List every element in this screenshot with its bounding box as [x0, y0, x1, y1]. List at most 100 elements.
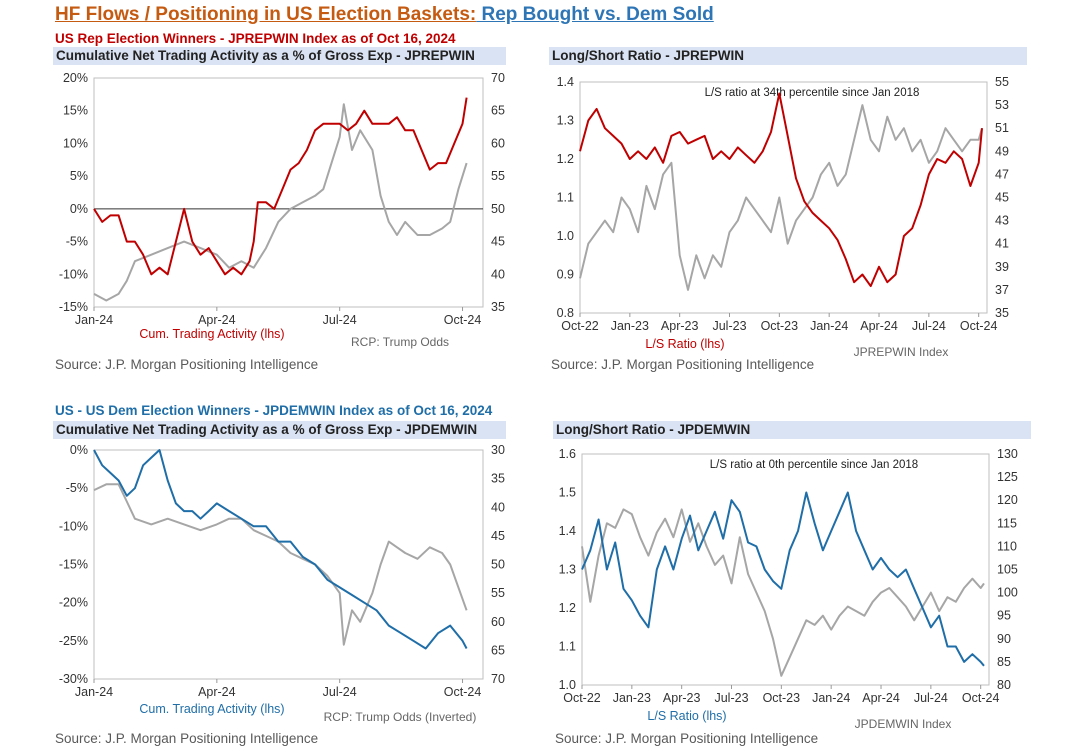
source-note: Source: J.P. Morgan Positioning Intellig…	[551, 357, 815, 372]
x-tick-label: Oct-24	[962, 691, 1000, 705]
y-tick-label-right: 90	[997, 632, 1011, 646]
y-tick-label-right: 70	[491, 71, 505, 85]
y-tick-label-left: -20%	[59, 596, 88, 610]
y-tick-label-right: 55	[491, 169, 505, 183]
plot-frame	[93, 77, 484, 308]
y-tick-label-right: 40	[491, 500, 505, 514]
y-tick-label-left: 1.4	[557, 75, 574, 89]
y-tick-label-right: 30	[491, 443, 505, 457]
y-tick-label-right: 55	[995, 75, 1009, 89]
series-label-left: Cum. Trading Activity (lhs)	[139, 702, 284, 716]
y-tick-label-left: -25%	[59, 634, 88, 648]
x-tick-label: Jul-24	[914, 691, 948, 705]
y-tick-label-left: 0.8	[557, 306, 574, 320]
x-tick-label: Oct-24	[444, 313, 482, 327]
panel-bar-dem-ls: Long/Short Ratio - JPDEMWIN	[553, 421, 1031, 439]
y-tick-label-right: 40	[491, 267, 505, 281]
y-tick-label-right: 45	[491, 529, 505, 543]
y-tick-label-right: 110	[997, 539, 1017, 553]
title-part-2: Rep Bought vs. Dem Sold	[476, 4, 714, 25]
y-tick-label-right: 125	[997, 470, 1018, 484]
panel-heading-dem: US - US Dem Election Winners - JPDEMWIN …	[55, 403, 493, 418]
plot-frame	[579, 81, 988, 314]
x-tick-label: Jan-24	[75, 313, 113, 327]
series-line	[93, 483, 468, 646]
chart-rep-ls-ratio: 0.8 0.9 1.0 1.1 1.2 1.3 1.4 35 37 39 41 43 45 47 49 51 5…	[557, 75, 1009, 358]
source-note: Source: J.P. Morgan Positioning Intellig…	[555, 731, 819, 746]
y-tick-label-right: 70	[491, 672, 505, 686]
chart-annotation: L/S ratio at 0th percentile since Jan 20…	[710, 459, 918, 471]
x-tick-label: Apr-24	[198, 685, 236, 699]
panel-bar-rep-cum: Cumulative Net Trading Activity as a % o…	[53, 47, 506, 65]
chart-rep-cum-trading: -15% -10% -5% 0% 5% 10% 15% 20% 35 40 45 50 55 60 65 70…	[59, 71, 505, 349]
y-tick-label-left: -5%	[66, 235, 88, 249]
y-tick-label-left: -30%	[59, 672, 88, 686]
y-tick-label-left: 0.9	[557, 268, 574, 282]
x-tick-label: Jan-23	[613, 691, 651, 705]
chart-annotation: L/S ratio at 34th percentile since Jan 2…	[705, 87, 920, 99]
series-label-right: JPDEMWIN Index	[855, 717, 952, 730]
y-tick-label-left: 1.6	[559, 447, 576, 461]
y-tick-label-right: 95	[997, 609, 1011, 623]
y-tick-label-right: 120	[997, 493, 1018, 507]
y-tick-label-right: 39	[995, 260, 1009, 274]
y-tick-label-right: 53	[995, 98, 1009, 112]
x-tick-label: Jul-23	[712, 319, 746, 333]
y-tick-label-left: -10%	[59, 519, 88, 533]
panel-bar-rep-ls: Long/Short Ratio - JPREPWIN	[549, 47, 1027, 65]
y-tick-label-left: 1.5	[559, 486, 576, 500]
x-tick-label: Apr-23	[663, 691, 701, 705]
y-tick-label-right: 49	[995, 144, 1009, 158]
series-line	[579, 92, 983, 288]
series-line	[581, 508, 985, 677]
x-tick-label: Apr-24	[860, 319, 898, 333]
y-tick-label-right: 43	[995, 214, 1009, 228]
x-tick-label: Oct-22	[563, 691, 601, 705]
y-tick-label-left: 1.3	[559, 563, 576, 577]
y-tick-label-left: 1.2	[557, 152, 574, 166]
series-line	[579, 104, 983, 291]
x-tick-label: Oct-23	[763, 691, 801, 705]
y-tick-label-left: 15%	[63, 104, 88, 118]
y-tick-label-left: -10%	[59, 267, 88, 281]
x-tick-label: Jul-24	[323, 313, 357, 327]
y-tick-label-left: -15%	[59, 558, 88, 572]
y-tick-label-left: 1.0	[557, 229, 574, 243]
y-tick-label-right: 60	[491, 615, 505, 629]
y-tick-label-right: 41	[995, 237, 1009, 251]
x-tick-label: Jan-24	[812, 691, 850, 705]
x-tick-label: Jul-24	[912, 319, 946, 333]
y-tick-label-left: 0%	[70, 443, 88, 457]
y-tick-label-left: -5%	[66, 481, 88, 495]
y-tick-label-left: 10%	[63, 136, 88, 150]
chart-dem-cum-trading: -30% -25% -20% -15% -10% -5% 0% 70 65 60 55 50 45 40 3…	[59, 443, 505, 724]
x-tick-label: Jul-24	[323, 685, 357, 699]
panel-bar-dem-cum: Cumulative Net Trading Activity as a % o…	[53, 421, 506, 439]
y-tick-label-right: 55	[491, 586, 505, 600]
y-tick-label-left: 1.1	[557, 191, 574, 205]
series-label-right: RCP: Trump Odds	[351, 335, 449, 349]
y-tick-label-right: 51	[995, 121, 1009, 135]
y-tick-label-right: 100	[997, 586, 1018, 600]
y-tick-label-right: 47	[995, 167, 1009, 181]
y-tick-label-left: 1.1	[559, 640, 576, 654]
x-tick-label: Jan-23	[611, 319, 649, 333]
x-tick-label: Apr-23	[661, 319, 699, 333]
series-label-left: L/S Ratio (lhs)	[645, 337, 724, 351]
y-tick-label-right: 35	[491, 472, 505, 486]
y-tick-label-right: 65	[491, 104, 505, 118]
series-label-left: L/S Ratio (lhs)	[647, 709, 726, 723]
series-label-right: RCP: Trump Odds (Inverted)	[324, 710, 477, 724]
y-tick-label-left: 1.3	[557, 114, 574, 128]
y-tick-label-right: 45	[491, 235, 505, 249]
x-tick-label: Oct-23	[761, 319, 799, 333]
y-tick-label-left: 5%	[70, 169, 88, 183]
x-tick-label: Jan-24	[810, 319, 848, 333]
y-tick-label-right: 85	[997, 655, 1011, 669]
x-tick-label: Jul-23	[714, 691, 748, 705]
y-tick-label-left: 1.4	[559, 524, 576, 538]
panel-heading-rep: US Rep Election Winners - JPREPWIN Index…	[55, 31, 456, 46]
y-tick-label-right: 80	[997, 678, 1011, 692]
y-tick-label-right: 45	[995, 191, 1009, 205]
x-tick-label: Apr-24	[862, 691, 900, 705]
